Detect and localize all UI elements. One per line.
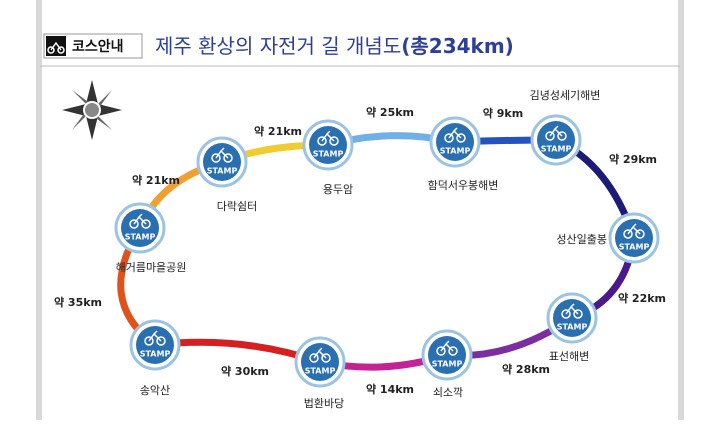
bike-wheel [223, 153, 233, 163]
distance-label: 약 28km [502, 362, 550, 376]
stamp-face [537, 121, 575, 159]
bike-frame [565, 303, 579, 315]
bike-wheel [141, 219, 151, 229]
badge-icon [46, 36, 66, 56]
stamp-station: STAMP [196, 136, 248, 188]
bike-wheel [156, 336, 166, 346]
stamp-face [436, 123, 474, 161]
bike-wheel [448, 346, 458, 356]
bike-frame [133, 213, 147, 225]
station-label: 용두암 [323, 183, 353, 196]
stamp-text: STAMP [140, 350, 171, 359]
bike-wheel [436, 346, 446, 356]
stamp-text: STAMP [432, 360, 463, 369]
distance-label: 약 30km [221, 364, 269, 378]
bike-frame [627, 223, 641, 235]
stamp-face [203, 143, 241, 181]
distance-label: 약 21km [132, 173, 180, 187]
bike-frame [440, 340, 454, 352]
stamp-station: STAMP [421, 329, 473, 381]
stamp-text: STAMP [557, 323, 588, 332]
distance-label: 약 22km [618, 291, 666, 305]
station-label: 함덕서우봉해변 [428, 178, 499, 192]
header: 코스안내 제주 환상의 자전거 길 개념도(총234km) [40, 33, 680, 67]
station-label: 쇠소깍 [433, 386, 463, 399]
title-main: 제주 환상의 자전거 길 개념도 [155, 34, 401, 58]
stamp-face [301, 343, 339, 381]
station-label: 성산일출봉 [556, 232, 607, 246]
stamp-text: STAMP [619, 243, 650, 252]
stamp-face [136, 326, 174, 364]
frame-right [678, 0, 684, 420]
title-total: (총234km) [401, 34, 514, 58]
station-label: 다락쉼터 [217, 200, 257, 213]
bike-wheel [623, 229, 633, 239]
stamp-text: STAMP [541, 145, 572, 154]
frame-left [36, 0, 42, 420]
stamp-station: STAMP [530, 114, 582, 166]
distance-label: 약 25km [366, 105, 414, 119]
stamp-station: STAMP [429, 116, 481, 168]
stamp-text: STAMP [313, 150, 344, 159]
distance-label: 약 9km [483, 106, 523, 120]
stations: STAMP 용두암 STAMP 함덕서우봉해변 STAMP 김녕성세기해변 STAMP 성산일… [114, 88, 660, 410]
bike-frame [321, 130, 335, 142]
stamp-face [553, 299, 591, 337]
station-label: 해거름마을공원 [116, 260, 187, 274]
bike-wheel [309, 353, 319, 363]
stamp-face [615, 219, 653, 257]
bike-wheel [456, 133, 466, 143]
bike-wheel [321, 353, 331, 363]
stamp-face [309, 126, 347, 164]
bike-frame [448, 127, 462, 139]
stamp-station: STAMP [294, 336, 346, 388]
bike-frame [549, 125, 563, 137]
badge-wheel [47, 46, 55, 54]
badge-wheel [57, 46, 65, 54]
bike-wheel [635, 229, 645, 239]
station-label: 법환바당 [304, 397, 344, 410]
stamp-station: STAMP [608, 212, 660, 264]
stamp-station: STAMP [546, 292, 598, 344]
station-label: 표선해변 [549, 349, 589, 363]
stamp-station: STAMP [302, 119, 354, 171]
title: 제주 환상의 자전거 길 개념도(총234km) [155, 34, 514, 58]
bike-wheel [545, 131, 555, 141]
distance-label: 약 14km [366, 382, 414, 396]
stamp-face [428, 336, 466, 374]
bike-wheel [444, 133, 454, 143]
bike-frame [313, 347, 327, 359]
station-label: 송악산 [140, 384, 170, 397]
bike-wheel [317, 136, 327, 146]
bike-wheel [144, 336, 154, 346]
bike-frame [148, 330, 162, 342]
bike-wheel [129, 219, 139, 229]
compass [62, 80, 122, 140]
bike-wheel [573, 309, 583, 319]
bike-wheel [561, 309, 571, 319]
bike-wheel [211, 153, 221, 163]
station-label: 김녕성세기해변 [530, 88, 601, 102]
stamp-text: STAMP [125, 233, 156, 242]
distance-label: 약 21km [254, 124, 302, 138]
stamp-text: STAMP [440, 147, 471, 156]
badge-frame [50, 41, 62, 51]
stamp-face [121, 209, 159, 247]
bike-wheel [329, 136, 339, 146]
stamp-text: STAMP [305, 367, 336, 376]
distance-label: 약 29km [609, 152, 657, 166]
stamp-station: STAMP [114, 202, 166, 254]
distance-label: 약 35km [54, 295, 102, 309]
badge-text: 코스안내 [72, 38, 124, 55]
bike-wheel [557, 131, 567, 141]
compass-center [83, 101, 101, 119]
stamp-text: STAMP [207, 167, 238, 176]
stamp-station: STAMP [129, 319, 181, 371]
bike-frame [215, 147, 229, 159]
